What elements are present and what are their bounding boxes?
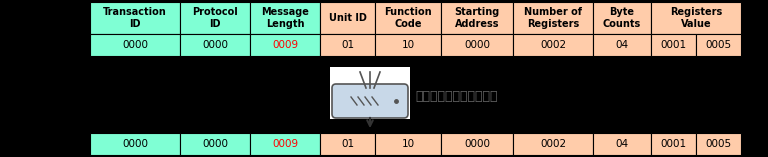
Bar (593, 133, 651, 155)
Bar (250, 133, 320, 155)
Bar (180, 34, 250, 56)
Bar (651, 133, 696, 155)
Text: 0000: 0000 (464, 40, 490, 50)
Bar (375, 2, 441, 34)
Text: Function
Code: Function Code (384, 7, 432, 29)
Text: 0000: 0000 (122, 139, 148, 149)
Text: Registers
Value: Registers Value (670, 7, 722, 29)
Text: Transaction
ID: Transaction ID (103, 7, 167, 29)
Text: 0000: 0000 (464, 139, 490, 149)
Text: Number of
Registers: Number of Registers (524, 7, 582, 29)
Text: Byte
Counts: Byte Counts (603, 7, 641, 29)
Text: Starting
Address: Starting Address (455, 7, 500, 29)
Bar (696, 34, 741, 56)
Text: 0002: 0002 (540, 139, 566, 149)
Bar (320, 2, 375, 34)
Bar (651, 34, 696, 56)
Text: 0000: 0000 (122, 40, 148, 50)
Text: 0001: 0001 (660, 40, 687, 50)
Text: 04: 04 (615, 40, 628, 50)
Bar (513, 34, 593, 56)
Text: 0002: 0002 (540, 40, 566, 50)
Text: 04: 04 (615, 139, 628, 149)
Bar (441, 133, 513, 155)
Text: Unit ID: Unit ID (329, 13, 366, 23)
Text: 0001: 0001 (660, 139, 687, 149)
Text: 0000: 0000 (202, 40, 228, 50)
Text: 0000: 0000 (202, 139, 228, 149)
Bar (696, 133, 741, 155)
Bar (513, 2, 593, 34)
Bar (593, 34, 651, 56)
Bar (375, 34, 441, 56)
Text: 01: 01 (341, 40, 354, 50)
Bar (90, 133, 180, 155)
Bar (250, 2, 320, 34)
Text: Protocol
ID: Protocol ID (192, 7, 238, 29)
Bar (593, 2, 651, 34)
Bar (90, 34, 180, 56)
Text: 10: 10 (402, 139, 415, 149)
Text: Message
Length: Message Length (261, 7, 309, 29)
Bar (250, 34, 320, 56)
Text: 0009: 0009 (272, 40, 298, 50)
Text: 0009: 0009 (272, 139, 298, 149)
Bar (441, 34, 513, 56)
Bar (651, 2, 741, 34)
Bar (375, 133, 441, 155)
Bar (180, 133, 250, 155)
FancyBboxPatch shape (332, 84, 408, 118)
Text: 01: 01 (341, 139, 354, 149)
Text: 10: 10 (402, 40, 415, 50)
Text: 0005: 0005 (706, 139, 732, 149)
Bar (180, 2, 250, 34)
Bar (513, 133, 593, 155)
Bar (441, 2, 513, 34)
Text: 0005: 0005 (706, 40, 732, 50)
Bar (320, 34, 375, 56)
Bar (320, 133, 375, 155)
Bar (90, 2, 180, 34)
Bar (330, 67, 410, 119)
Text: プロトコルゲートウェイ: プロトコルゲートウェイ (415, 90, 498, 103)
